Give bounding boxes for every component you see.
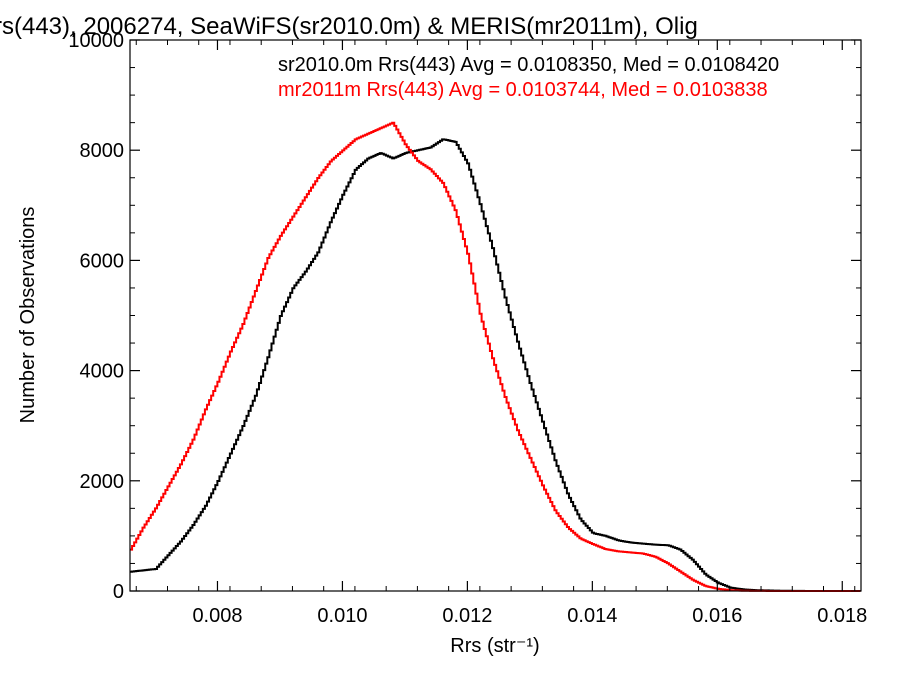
- y-axis-label: Number of Observations: [17, 207, 39, 424]
- x-tick-label: 0.010: [317, 605, 367, 627]
- series-layer: [130, 121, 861, 592]
- y-tick-label: 8000: [80, 140, 125, 162]
- x-tick-label: 0.018: [817, 605, 867, 627]
- y-tick-label: 6000: [80, 250, 125, 272]
- chart-title: rs(443), 2006274, SeaWiFS(sr2010.0m) & M…: [0, 13, 698, 40]
- y-tick-label: 0: [113, 581, 124, 603]
- x-tick-label: 0.014: [567, 605, 617, 627]
- series-line-red: [130, 121, 861, 592]
- annotation-red-stats: mr2011m Rrs(443) Avg = 0.0103744, Med = …: [278, 79, 768, 101]
- x-tick-label: 0.016: [692, 605, 742, 627]
- annotation-black-stats: sr2010.0m Rrs(443) Avg = 0.0108350, Med …: [278, 54, 779, 76]
- y-tick-label: 2000: [80, 471, 125, 493]
- x-axis-label: Rrs (str⁻¹): [450, 635, 539, 657]
- series-line-black: [130, 138, 861, 592]
- y-tick-label: 10000: [68, 30, 124, 52]
- plot-frame: [129, 39, 862, 592]
- x-tick-label: 0.012: [442, 605, 492, 627]
- y-tick-label: 4000: [80, 361, 125, 383]
- x-axis: 0.008 0.010 0.012 0.014 0.016 0.018: [135, 40, 867, 627]
- x-tick-label: 0.008: [192, 605, 242, 627]
- y-axis: 0 2000 4000 6000 8000 10000: [68, 30, 861, 603]
